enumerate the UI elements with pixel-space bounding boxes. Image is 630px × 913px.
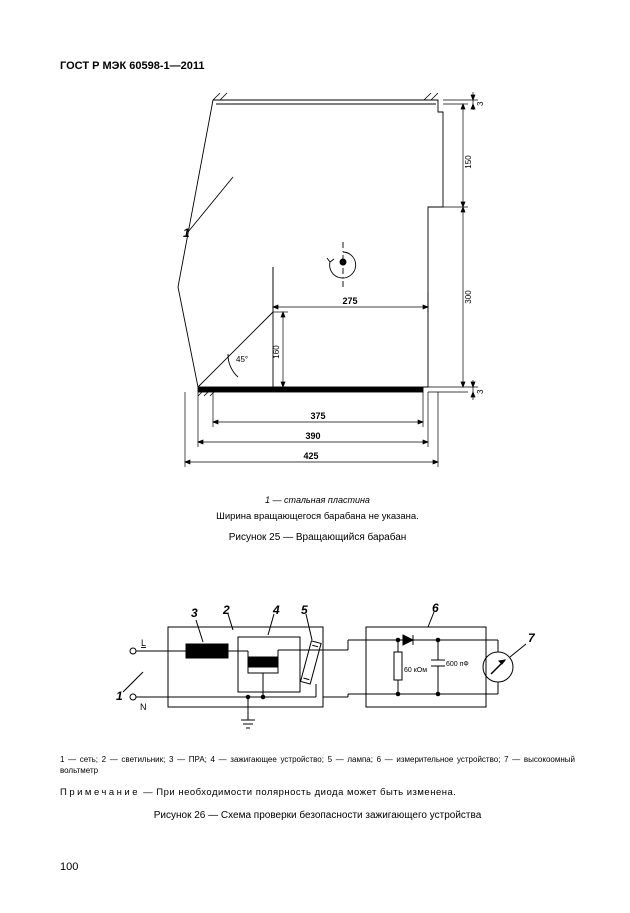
note-prefix: Примечание: [60, 787, 140, 798]
document-header: ГОСТ Р МЭК 60598-1—2011: [60, 60, 575, 72]
callout-2-f26: 2: [222, 603, 230, 617]
label-L: L: [141, 638, 146, 648]
figure-26-title: Рисунок 26 — Схема проверки безопасности…: [60, 810, 575, 821]
dim-425: 425: [303, 451, 318, 461]
figure-25-note: Ширина вращающегося барабана не указана.: [60, 508, 575, 525]
dim-275: 275: [342, 296, 357, 306]
callout-1: 1: [183, 226, 190, 240]
figure-25-legend: 1 — стальная пластина: [60, 492, 575, 508]
figure-25-title: Рисунок 25 — Вращающийся барабан: [60, 529, 575, 547]
callout-4-f26: 4: [272, 603, 280, 617]
c-value: 600 пФ: [446, 661, 469, 668]
label-N: N: [140, 702, 147, 712]
dim-300: 300: [464, 290, 473, 304]
dim-150: 150: [464, 155, 473, 169]
figure-26-legend: 1 — сеть; 2 — светильник; 3 — ПРА; 4 — з…: [60, 754, 575, 776]
callout-1-f26: 1: [116, 689, 123, 703]
callout-7-f26: 7: [528, 631, 536, 645]
page-number: 100: [60, 861, 78, 873]
dim-45: 45°: [236, 355, 248, 364]
r-value: 60 кОм: [404, 667, 427, 674]
figure-25: 1 3 150 300 3 275 160 45° 375 390 425 1 …: [60, 92, 575, 547]
callout-5-f26: 5: [301, 603, 308, 617]
figure-26-note: Примечание — При необходимости полярност…: [60, 787, 575, 798]
callout-3-f26: 3: [191, 606, 198, 620]
figure-26: L N 1 3 2 4 5 6 7 60 кОм 600 пФ 1 — сеть…: [60, 602, 575, 820]
dim-3-top: 3: [476, 101, 485, 106]
note-rest: — При необходимости полярность диода мож…: [140, 787, 456, 798]
figure-25-drawing: 1 3 150 300 3 275 160 45° 375 390 425: [138, 92, 498, 482]
figure-26-drawing: L N 1 3 2 4 5 6 7 60 кОм 600 пФ: [88, 602, 548, 742]
dim-3-bottom: 3: [476, 389, 485, 394]
dim-375: 375: [310, 411, 325, 421]
dim-160: 160: [272, 345, 281, 359]
callout-6-f26: 6: [432, 602, 439, 615]
dim-390: 390: [305, 431, 320, 441]
